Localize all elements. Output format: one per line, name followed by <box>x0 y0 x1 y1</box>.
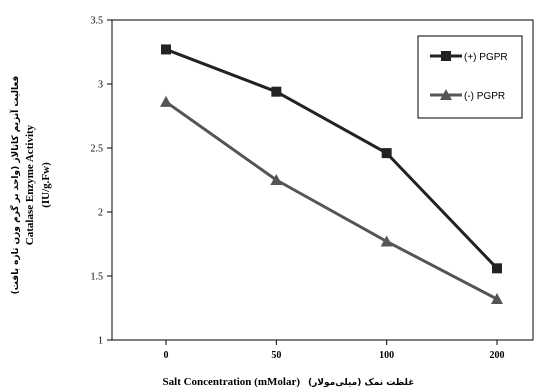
y-axis-label-line1: Catalase Enzyme Activity <box>24 124 36 245</box>
x-axis-label-fa: غلظت نمک (میلی‌مولار) <box>308 378 414 388</box>
legend-box <box>417 35 523 119</box>
data-point-plus-pgpr <box>161 44 171 55</box>
data-point-minus-pgpr <box>380 235 393 247</box>
x-tick-label: 100 <box>379 350 394 361</box>
x-tick-label: 200 <box>490 350 505 361</box>
series-line-minus-pgpr <box>165 100 498 301</box>
data-point-plus-pgpr <box>381 148 392 159</box>
data-point-minus-pgpr <box>160 95 172 107</box>
y-axis-label-line2: (IU/g.Fw) <box>40 162 52 208</box>
series-line-plus-pgpr <box>165 48 499 270</box>
series-group <box>160 44 503 305</box>
y-axis: 1 1.5 2 2.5 3 3.5 <box>91 16 112 347</box>
x-axis-label: Salt Concentration (mMolar) <box>163 376 301 388</box>
data-point-minus-pgpr <box>270 174 283 185</box>
legend-marker-minus-pgpr <box>440 89 452 100</box>
x-axis: 0 50 100 200 <box>164 340 505 361</box>
y-tick-label: 3.5 <box>91 16 104 27</box>
legend-label-minus-pgpr: (-) PGPR <box>464 91 505 102</box>
data-point-plus-pgpr <box>492 263 502 274</box>
y-tick-label: 1.5 <box>91 272 104 283</box>
x-tick-label: 50 <box>271 350 281 361</box>
legend-label-plus-pgpr: (+) PGPR <box>464 52 508 63</box>
y-tick-label: 2.5 <box>91 144 104 155</box>
y-tick-label: 3 <box>98 80 103 91</box>
data-point-minus-pgpr <box>491 293 503 305</box>
legend: (+) PGPR (-) PGPR <box>417 35 523 119</box>
data-point-plus-pgpr <box>271 86 282 97</box>
y-tick-label: 1 <box>98 336 103 347</box>
y-tick-label: 2 <box>98 208 103 219</box>
y-axis-label-fa: فعالیت آنزیم کاتالاز (واحد بر گرم وزن تا… <box>9 76 21 295</box>
legend-marker-plus-pgpr <box>441 51 451 61</box>
x-tick-label: 0 <box>164 350 169 361</box>
